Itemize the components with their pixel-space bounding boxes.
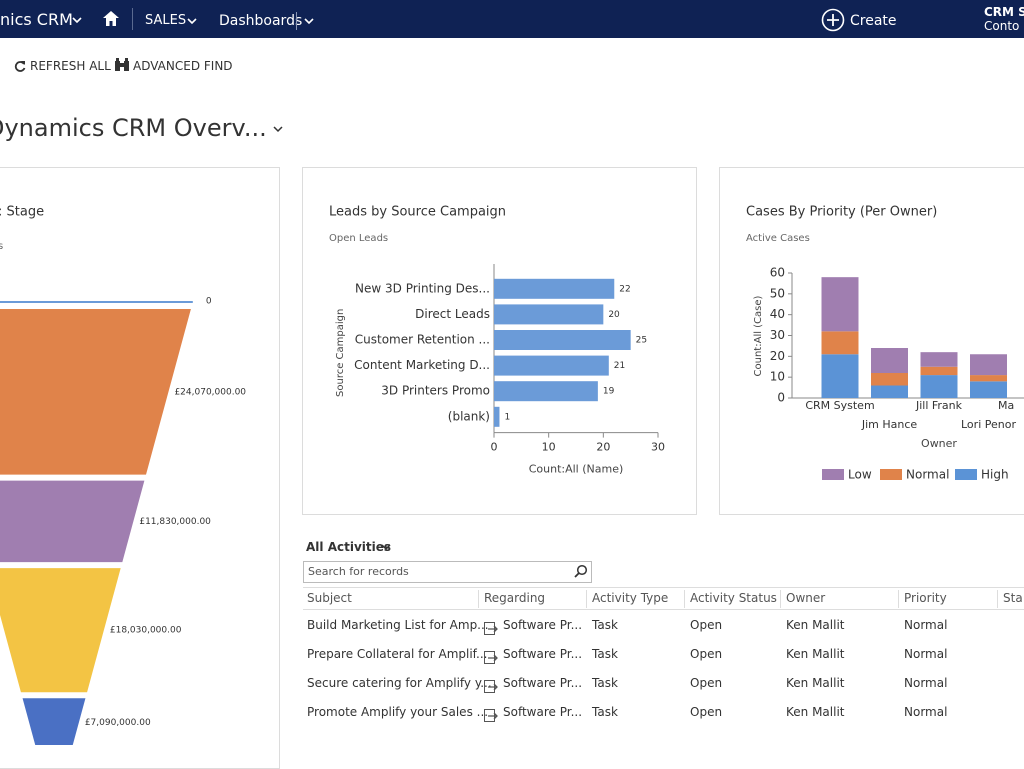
chevron: [187, 18, 197, 25]
menu-sales[interactable]: SALES: [145, 13, 187, 28]
column-divider: [898, 590, 899, 608]
find-icon: [115, 58, 129, 71]
header-line: [303, 587, 1024, 588]
table-cell: Open: [690, 676, 723, 690]
column-header[interactable]: Owner: [786, 591, 826, 605]
table-cell: Task: [592, 676, 618, 690]
table-cell: Task: [592, 618, 618, 632]
table-cell: Ken Mallit: [786, 676, 845, 690]
column-header[interactable]: Subject: [307, 591, 352, 605]
dashboard-title[interactable]: Dynamics CRM Overv...: [0, 114, 267, 142]
activities: All Activities Search for records Subjec…: [303, 540, 1024, 722]
regarding-icon: [484, 678, 498, 693]
chevron: [304, 18, 314, 25]
table-cell: Normal: [904, 647, 948, 661]
table-cell: Task: [592, 647, 618, 661]
regarding-icon: [484, 707, 498, 722]
table-cell[interactable]: Secure catering for Amplify y...: [307, 676, 492, 690]
table-cell[interactable]: Software Pr...: [503, 676, 583, 690]
create-icon[interactable]: [821, 8, 845, 32]
advanced-find[interactable]: ADVANCED FIND: [133, 59, 233, 73]
table-cell[interactable]: Software Pr...: [503, 618, 583, 632]
column-divider: [586, 590, 587, 608]
column-divider: [780, 590, 781, 608]
activities-title[interactable]: All Activities: [306, 540, 392, 554]
column-header[interactable]: Sta: [1003, 591, 1023, 605]
column-header[interactable]: Priority: [904, 591, 947, 605]
user-name[interactable]: CRM S: [984, 5, 1024, 19]
cases-panel: [719, 167, 1024, 515]
column-header[interactable]: Activity Status: [690, 591, 777, 605]
table-cell: Normal: [904, 618, 948, 632]
table-cell[interactable]: Promote Amplify your Sales ...: [307, 705, 489, 719]
table-cell: Normal: [904, 705, 948, 719]
header-line: [303, 609, 1024, 610]
create-button[interactable]: Create: [850, 13, 897, 29]
search-placeholder: Search for records: [308, 565, 409, 578]
separator: [132, 8, 133, 30]
chevron: [273, 126, 283, 133]
refresh-all[interactable]: REFRESH ALL: [30, 59, 111, 73]
column-divider: [684, 590, 685, 608]
app-name[interactable]: nics CRM: [0, 10, 73, 29]
column-divider: [997, 590, 998, 608]
table-cell[interactable]: Software Pr...: [503, 705, 583, 719]
home-icon[interactable]: [103, 11, 119, 26]
table-cell: Open: [690, 705, 723, 719]
regarding-icon: [484, 649, 498, 664]
table-cell[interactable]: Build Marketing List for Amp...: [307, 618, 489, 632]
nav-bar: nics CRM SALES Dashboards Create CRM S C…: [0, 0, 1024, 38]
table-cell: Ken Mallit: [786, 705, 845, 719]
search-box[interactable]: [303, 561, 592, 583]
table-cell[interactable]: Software Pr...: [503, 647, 583, 661]
chevron: [72, 17, 82, 24]
table-cell: Ken Mallit: [786, 647, 845, 661]
regarding-icon: [484, 620, 498, 635]
menu-dashboards[interactable]: Dashboards: [219, 13, 303, 29]
column-divider: [478, 590, 479, 608]
separator: [296, 12, 297, 30]
column-header[interactable]: Regarding: [484, 591, 546, 605]
table-cell: Ken Mallit: [786, 618, 845, 632]
column-header[interactable]: Activity Type: [592, 591, 669, 605]
table-cell: Normal: [904, 676, 948, 690]
refresh-icon: [14, 61, 26, 72]
search-icon[interactable]: [574, 564, 588, 578]
table-cell: Open: [690, 647, 723, 661]
chevron: [381, 544, 391, 551]
table-cell: Open: [690, 618, 723, 632]
org-name: Conto: [984, 19, 1020, 33]
table-cell: Task: [592, 705, 618, 719]
table-cell[interactable]: Prepare Collateral for Amplif...: [307, 647, 488, 661]
